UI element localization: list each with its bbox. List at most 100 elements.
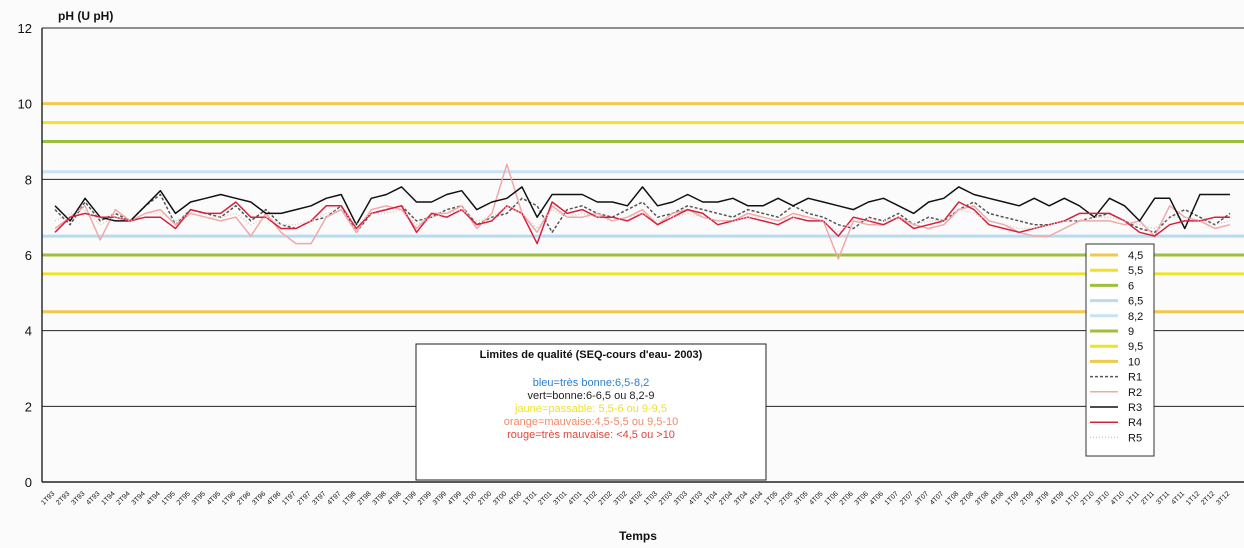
x-tick-label: 3T06 bbox=[854, 490, 870, 506]
x-tick-label: 1T97 bbox=[281, 490, 297, 506]
x-tick-label: 2T06 bbox=[839, 490, 855, 506]
x-tick-label: 4T02 bbox=[628, 490, 644, 506]
x-tick-label: 1T94 bbox=[100, 490, 116, 506]
x-tick-label: 3T05 bbox=[793, 490, 809, 506]
legend-label: R2 bbox=[1128, 387, 1142, 399]
x-tick-label: 3T99 bbox=[432, 490, 448, 506]
legend-label: R3 bbox=[1128, 402, 1142, 414]
x-tick-label: 2T05 bbox=[778, 490, 794, 506]
x-tick-label: 1T01 bbox=[522, 490, 538, 506]
x-tick-label: 1T08 bbox=[944, 490, 960, 506]
legend-label: 9,5 bbox=[1128, 341, 1143, 353]
series-lines bbox=[54, 163, 1231, 260]
annotation-box bbox=[415, 343, 767, 481]
x-tick-label: 1T96 bbox=[221, 490, 237, 506]
x-tick-label: 1T00 bbox=[462, 490, 478, 506]
x-tick-label: 2T00 bbox=[477, 490, 493, 506]
x-tick-label: 2T96 bbox=[236, 490, 252, 506]
x-tick-label: 3T09 bbox=[1034, 490, 1050, 506]
annotation-line: vert=bonne:6-6,5 ou 8,2-9 bbox=[528, 390, 655, 402]
x-tick-label: 2T98 bbox=[357, 490, 373, 506]
x-tick-label: 2T01 bbox=[537, 490, 553, 506]
x-tick-label: 1T10 bbox=[1065, 490, 1081, 506]
x-tick-label: 3T08 bbox=[974, 490, 990, 506]
series-line-r1 bbox=[54, 193, 1231, 234]
x-tick-label: 2T03 bbox=[658, 490, 674, 506]
x-tick-label: 1T98 bbox=[341, 490, 357, 506]
annotation-title: Limites de qualité (SEQ-cours d'eau- 200… bbox=[480, 349, 703, 361]
x-tick-label: 2T94 bbox=[115, 490, 131, 506]
y-tick-labels: 0 2 4 6 8 10 12 bbox=[18, 21, 32, 490]
x-tick-label: 3T11 bbox=[1155, 490, 1171, 506]
y-tick-label: 4 bbox=[25, 324, 32, 339]
x-tick-label: 3T07 bbox=[914, 490, 930, 506]
x-tick-label: 2T11 bbox=[1140, 490, 1156, 506]
x-tick-label: 2T10 bbox=[1080, 490, 1096, 506]
x-tick-label: 4T97 bbox=[326, 490, 342, 506]
x-tick-label: 1T03 bbox=[643, 490, 659, 506]
x-tick-label: 4T93 bbox=[85, 490, 101, 506]
x-tick-label: 1T11 bbox=[1125, 490, 1141, 506]
x-tick-label: 2T97 bbox=[296, 490, 312, 506]
x-tick-label: 2T12 bbox=[1200, 490, 1216, 506]
x-tick-label: 4T00 bbox=[507, 490, 523, 506]
x-tick-label: 2T95 bbox=[176, 490, 192, 506]
x-tick-label: 4T98 bbox=[387, 490, 403, 506]
x-tick-label: 4T07 bbox=[929, 490, 945, 506]
x-tick-label: 4T03 bbox=[688, 490, 704, 506]
x-tick-label: 1T12 bbox=[1185, 490, 1201, 506]
series-line-r5 bbox=[54, 205, 1231, 234]
y-tick-label: 12 bbox=[18, 21, 32, 36]
annotation-line: rouge=très mauvaise: <4,5 ou >10 bbox=[507, 429, 675, 441]
x-tick-label: 1T99 bbox=[402, 490, 418, 506]
x-tick-label: 2T93 bbox=[55, 490, 71, 506]
x-tick-label: 4T11 bbox=[1170, 490, 1186, 506]
x-tick-label: 4T08 bbox=[989, 490, 1005, 506]
x-tick-label: 4T96 bbox=[266, 490, 282, 506]
x-tick-label: 4T06 bbox=[869, 490, 885, 506]
x-tick-label: 1T02 bbox=[582, 490, 598, 506]
legend-label: 6 bbox=[1128, 280, 1134, 292]
x-tick-label: 1T93 bbox=[40, 490, 56, 506]
x-tick-label: 3T94 bbox=[131, 490, 147, 506]
series-line-r2 bbox=[54, 163, 1231, 260]
legend-label: 4,5 bbox=[1128, 250, 1143, 262]
x-axis-label: Temps bbox=[619, 529, 657, 543]
x-tick-label: 3T12 bbox=[1215, 490, 1231, 506]
x-tick-label: 3T95 bbox=[191, 490, 207, 506]
x-tick-label: 1T04 bbox=[703, 490, 719, 506]
legend-label: R5 bbox=[1128, 432, 1142, 444]
annotation-line: orange=mauvaise:4,5-5,5 ou 9,5-10 bbox=[504, 416, 679, 428]
series-line-r3 bbox=[54, 186, 1230, 230]
legend-label: 10 bbox=[1128, 356, 1140, 368]
x-tick-label: 3T02 bbox=[613, 490, 629, 506]
legend-label: 8,2 bbox=[1128, 311, 1143, 323]
legend-label: 9 bbox=[1128, 326, 1134, 338]
y-tick-label: 2 bbox=[25, 399, 32, 414]
x-tick-label: 4T99 bbox=[447, 490, 463, 506]
y-tick-label: 0 bbox=[25, 475, 32, 490]
x-tick-label: 2T09 bbox=[1019, 490, 1035, 506]
y-tick-label: 6 bbox=[25, 248, 32, 263]
quality-threshold-lines bbox=[42, 102, 1244, 314]
x-tick-label: 3T04 bbox=[733, 490, 749, 506]
y-tick-label: 10 bbox=[18, 97, 32, 112]
x-tick-label: 1T06 bbox=[824, 490, 840, 506]
legend-label: R4 bbox=[1128, 417, 1142, 429]
x-tick-label: 2T99 bbox=[417, 490, 433, 506]
x-tick-label: 1T07 bbox=[884, 490, 900, 506]
x-tick-label: 4T10 bbox=[1110, 490, 1126, 506]
quality-limits-annotation: Limites de qualité (SEQ-cours d'eau- 200… bbox=[415, 343, 767, 481]
x-tick-label: 3T00 bbox=[492, 490, 508, 506]
x-tick-label: 1T09 bbox=[1004, 490, 1020, 506]
x-tick-label: 1T05 bbox=[763, 490, 779, 506]
legend: 4,5 5,5 6 6,5 8,2 9 9,5 10 R1 R2 R3 R4 R5 bbox=[1085, 243, 1155, 457]
x-tick-label: 1T95 bbox=[161, 490, 177, 506]
x-tick-label: 2T07 bbox=[899, 490, 915, 506]
x-tick-labels: 1T932T933T934T931T942T943T944T941T952T95… bbox=[40, 490, 1231, 506]
x-tick-label: 4T01 bbox=[567, 490, 583, 506]
x-tick-label: 4T94 bbox=[146, 490, 162, 506]
legend-label: 6,5 bbox=[1128, 296, 1143, 308]
x-tick-label: 3T03 bbox=[673, 490, 689, 506]
y-axis-label: pH (U pH) bbox=[58, 9, 113, 23]
